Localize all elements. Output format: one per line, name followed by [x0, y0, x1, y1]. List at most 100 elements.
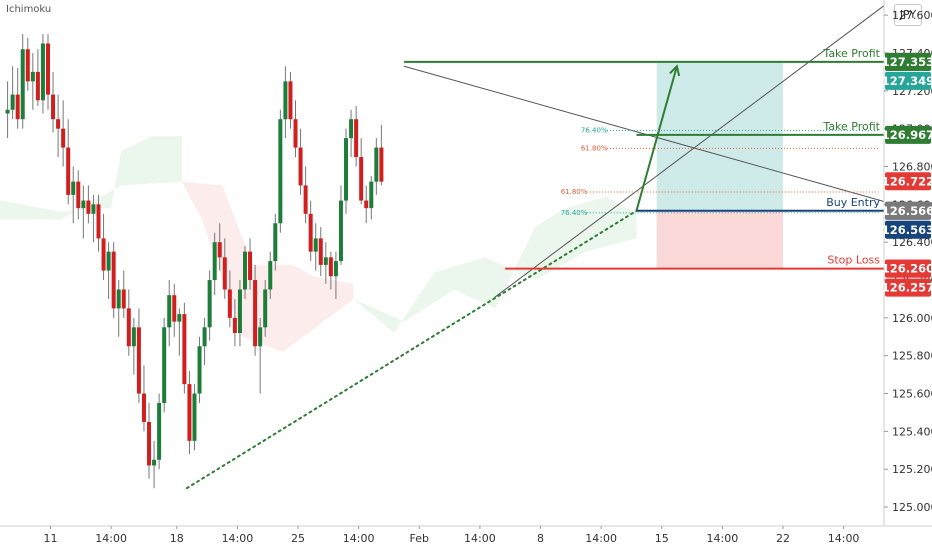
x-tick-label: 14:00 [222, 532, 254, 545]
chart-drawings: Take Profit Take Profit Buy Entry Stop Loss… [185, 5, 885, 490]
stop-loss-label: Stop Loss [827, 254, 880, 267]
projection-arrow [635, 65, 678, 212]
candle-body [268, 261, 273, 290]
fib-label: 61.80% [561, 188, 588, 196]
buy-entry-alt-tag [885, 220, 931, 239]
take-profit-label: Take Profit [822, 120, 880, 133]
candle-body [35, 71, 40, 101]
candle-body [379, 147, 384, 182]
candle-body [318, 238, 323, 265]
take-profit-tag-label: 127.353 [882, 55, 932, 69]
candle-body [147, 421, 152, 466]
fib-label: 76.40% [581, 126, 608, 134]
candle-body [172, 295, 177, 322]
candle-body [126, 308, 131, 347]
candle-body [10, 94, 15, 110]
candle-body [76, 181, 81, 209]
candle-body [51, 94, 56, 120]
candle-body [25, 49, 30, 82]
y-tick-label: 126.000 [892, 312, 932, 325]
candle-body [157, 403, 162, 460]
candle-body [328, 257, 333, 277]
candle-body [162, 327, 167, 404]
reward-zone [656, 61, 783, 211]
candle-body [91, 204, 96, 214]
candle-body [131, 327, 136, 347]
y-tick-label: 125.400 [892, 425, 932, 438]
risk-reward-zones [656, 61, 783, 269]
candle-body [242, 251, 247, 290]
take-profit-tag-label: 126.967 [882, 128, 932, 142]
candle-body [248, 251, 253, 281]
candle-body [217, 242, 222, 258]
fib-label: 76.40% [561, 209, 588, 217]
candle-body [338, 200, 343, 262]
y-tick-label: 125.600 [892, 388, 932, 401]
take-profit-tag [885, 52, 931, 71]
take-profit-label: Take Profit [822, 47, 880, 60]
candle-body [20, 49, 25, 120]
candle-body [30, 71, 35, 82]
candle-body [303, 185, 308, 214]
candle-body [96, 204, 101, 239]
current-price-tag-label: 126.722 [882, 174, 932, 188]
take-profit-tag [885, 125, 931, 144]
stop-loss-tag [885, 259, 931, 278]
currency-badge[interactable]: JPY [894, 4, 922, 26]
y-tick-label: 126.800 [892, 161, 932, 174]
candle-body [152, 459, 157, 466]
support-trendline [185, 209, 638, 490]
y-tick-label: 126.400 [892, 236, 932, 249]
candle-body [374, 147, 379, 182]
candle-body [116, 289, 121, 309]
candle-body [141, 393, 146, 422]
candle-body [359, 157, 364, 201]
cloud-region [0, 136, 182, 220]
candle-body [323, 257, 328, 265]
buy-entry-label: Buy Entry [826, 196, 880, 209]
candle-body [81, 200, 86, 209]
candle-body [349, 119, 354, 139]
fib-label: 61.80% [581, 144, 608, 152]
buy-entry-tag [885, 201, 931, 220]
y-tick-label: 125.200 [892, 463, 932, 476]
take-profit-alt-tag-label: 127.349 [882, 74, 932, 88]
candle-body [364, 200, 369, 209]
buy-entry-tag-label: 126.566 [882, 204, 932, 218]
candle-body [263, 289, 268, 328]
candle-body [5, 109, 10, 114]
x-tick-label: 22 [776, 532, 790, 545]
x-tick-label: 14:00 [585, 532, 617, 545]
x-tick-label: 14:00 [828, 532, 860, 545]
buy-entry-alt-tag-label: 126.563 [882, 223, 932, 237]
candle-body [237, 289, 242, 334]
candle-body [202, 327, 207, 347]
candle-body [197, 346, 202, 394]
candle-body [192, 393, 197, 441]
y-tick-label: 125.000 [892, 501, 932, 514]
arrow-head-icon [669, 64, 681, 77]
candle-body [40, 43, 45, 101]
candle-body [177, 314, 182, 322]
x-tick-label: 18 [170, 532, 184, 545]
candle-body [121, 289, 126, 309]
x-tick-label: 15 [655, 532, 669, 545]
candle-body [258, 327, 263, 347]
candle-body [227, 289, 232, 318]
risk-zone [656, 210, 783, 269]
candle-body [222, 257, 227, 290]
x-tick-label: Feb [410, 532, 429, 545]
stop-loss-tag-label: 126.260 [882, 262, 932, 276]
candle-body [207, 280, 212, 328]
candle-body [86, 200, 91, 214]
y-tick-label: 125.800 [892, 350, 932, 363]
stop-loss-alt-tag-label: 126.257 [882, 281, 932, 295]
candle-body [344, 138, 349, 201]
current-price-tag [885, 172, 931, 191]
ichimoku-cloud [0, 136, 637, 352]
x-tick-label: 14:00 [707, 532, 739, 545]
x-tick-label: 14:00 [95, 532, 127, 545]
candle-body [167, 295, 172, 328]
